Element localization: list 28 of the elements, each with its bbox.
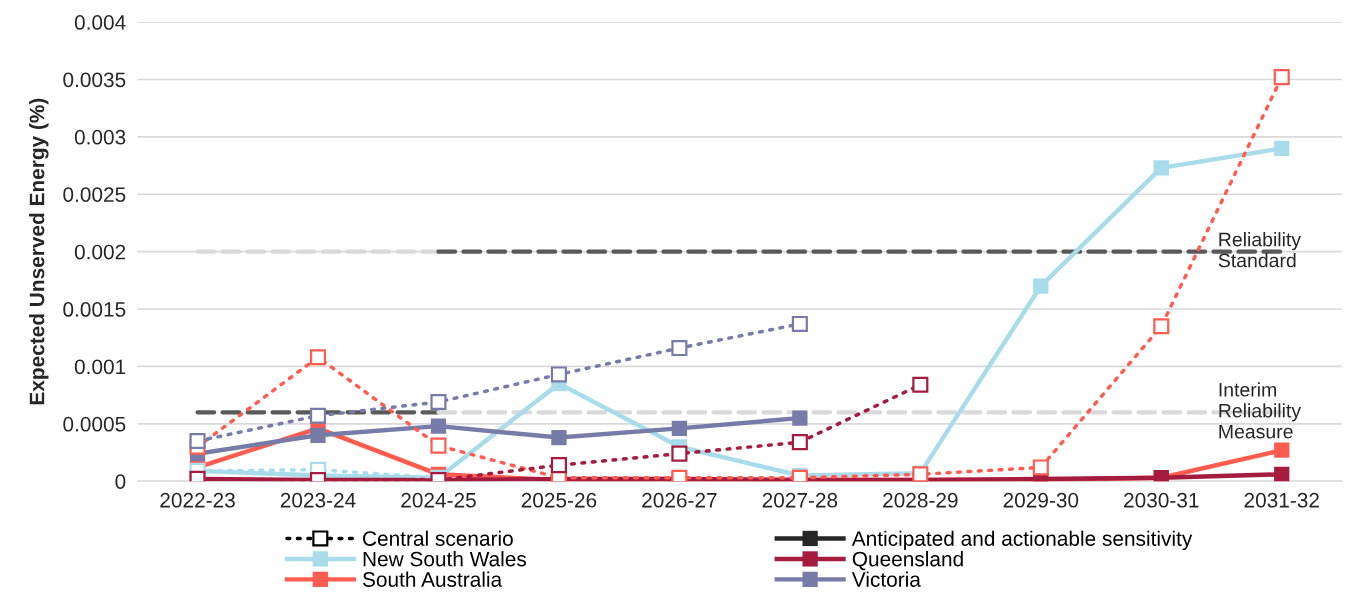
y-tick-label: 0.003: [74, 129, 126, 145]
y-tick-label: 0.004: [74, 15, 126, 30]
legend-label: New South Wales: [363, 551, 527, 567]
x-tick-label: 2031-32: [1244, 492, 1319, 508]
legend-label: Victoria: [851, 571, 921, 587]
annotation: Reliability Standard: [1218, 232, 1302, 268]
x-tick-label: 2028-29: [883, 492, 958, 508]
annotation: Interim Reliability Measure: [1219, 382, 1302, 439]
x-tick-label: 2026-27: [642, 492, 717, 508]
x-tick-label: 2030-31: [1124, 492, 1199, 508]
x-tick-label: 2022-23: [160, 492, 235, 508]
y-tick-label: 0.0015: [63, 302, 126, 317]
y-tick-label: 0.0005: [63, 416, 126, 432]
y-axis-title: Expected Unserved Energy (%): [29, 98, 49, 405]
x-tick-label: 2027-28: [762, 492, 838, 508]
legend-label: Queensland: [852, 551, 963, 571]
x-tick-label: 2025-26: [521, 492, 597, 508]
y-tick-label: 0.0025: [63, 187, 126, 202]
y-tick-label: 0.001: [74, 359, 126, 375]
legend-label: Anticipated and actionable sensitivity: [851, 530, 1193, 551]
x-tick-label: 2023-24: [280, 492, 356, 508]
y-tick-label: 0: [115, 474, 126, 489]
x-tick-label: 2024-25: [401, 492, 476, 508]
legend-label: Central scenario: [363, 530, 513, 546]
y-tick-label: 0.0035: [63, 72, 126, 88]
x-tick-label: 2029-30: [1003, 492, 1079, 508]
y-tick-label: 0.002: [74, 244, 126, 260]
legend-label: South Australia: [362, 571, 503, 587]
